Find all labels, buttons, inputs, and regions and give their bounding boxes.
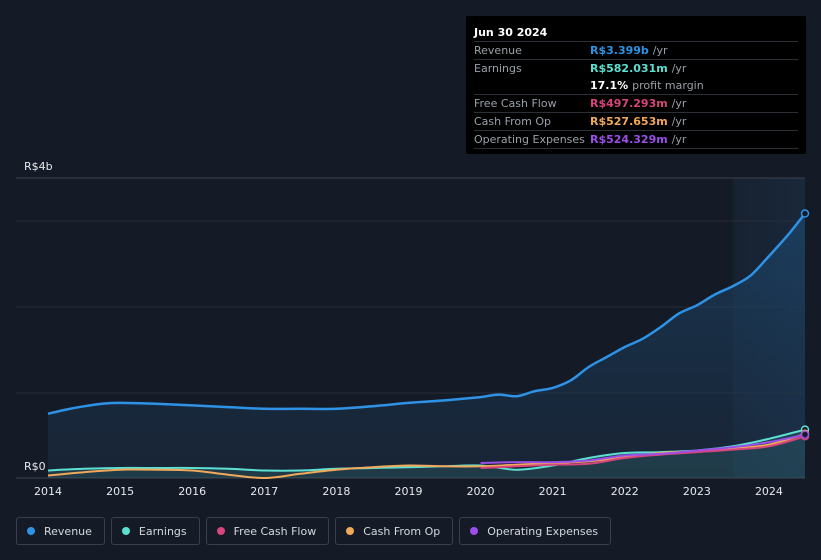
tooltip-unit: /yr <box>652 44 668 57</box>
earnings-area <box>48 429 805 478</box>
legend-label: Operating Expenses <box>487 524 599 538</box>
profit-margin-label: profit margin <box>632 79 704 92</box>
revenue-end-point <box>800 209 810 218</box>
data-tooltip: Jun 30 2024 Revenue R$3.399b /yr Earning… <box>466 16 806 154</box>
legend-item-revenue[interactable]: Revenue <box>16 517 105 545</box>
earnings-dot-icon <box>121 527 130 535</box>
tooltip-row-fcf: Free Cash Flow R$497.293m /yr <box>474 95 798 113</box>
free-cash-flow-dot-icon <box>216 527 225 535</box>
tooltip-label: Cash From Op <box>474 115 552 128</box>
legend-item-cash-from-op[interactable]: Cash From Op <box>335 517 454 545</box>
chart: R$4b R$0 2014 2015 2016 2017 2018 2019 2020 202… <box>16 160 810 498</box>
legend-item-operating-expenses[interactable]: Operating Expenses <box>459 517 612 545</box>
legend-item-earnings[interactable]: Earnings <box>110 517 200 545</box>
tooltip-value: R$527.653m <box>590 115 668 128</box>
x-tick-label: 2018 <box>322 485 350 498</box>
tooltip-label: Earnings <box>474 62 522 75</box>
series-areas <box>48 213 805 478</box>
tooltip-row-earnings: Earnings R$582.031m /yr <box>474 60 798 77</box>
legend-item-free-cash-flow[interactable]: Free Cash Flow <box>205 517 330 545</box>
revenue-dot-icon <box>27 527 35 535</box>
x-tick-label: 2015 <box>106 485 134 498</box>
tooltip-value: R$582.031m <box>590 62 668 75</box>
tooltip-row-cfo: Cash From Op R$527.653m /yr <box>474 113 798 131</box>
free-cash-flow-line <box>480 435 806 469</box>
tooltip-unit: /yr <box>671 133 687 146</box>
x-tick-label: 2024 <box>755 485 783 498</box>
x-tick-label: 2020 <box>467 485 495 498</box>
legend-label: Revenue <box>44 524 92 538</box>
tooltip-value: R$524.329m <box>590 133 668 146</box>
tooltip-row-margin: 17.1% profit margin <box>474 77 798 95</box>
profit-margin-value: 17.1% <box>590 79 629 92</box>
tooltip-label: Free Cash Flow <box>474 97 557 110</box>
tooltip-value: R$497.293m <box>590 97 668 110</box>
tooltip-unit: /yr <box>671 115 687 128</box>
y-axis-zero-label: R$0 <box>24 460 46 473</box>
revenue-line <box>47 212 806 416</box>
operating-expenses-line <box>480 433 806 464</box>
tooltip-unit: /yr <box>671 62 687 75</box>
operating-expenses-end-point <box>800 430 810 439</box>
tooltip-date: Jun 30 2024 <box>474 24 798 42</box>
tooltip-value: R$3.399b <box>590 44 649 57</box>
x-tick-label: 2016 <box>178 485 206 498</box>
gridlines <box>16 177 805 479</box>
legend-label: Earnings <box>138 524 187 538</box>
x-tick-label: 2023 <box>683 485 711 498</box>
series-lines <box>47 212 806 480</box>
x-tick-label: 2017 <box>250 485 278 498</box>
y-axis-max-label: R$4b <box>24 160 53 173</box>
tooltip-unit: /yr <box>671 97 687 110</box>
operating-expenses-dot-icon <box>470 527 479 535</box>
legend-label: Free Cash Flow <box>233 524 317 538</box>
tooltip-label: Operating Expenses <box>474 133 585 146</box>
series-end-markers <box>800 209 810 441</box>
x-tick-label: 2021 <box>539 485 567 498</box>
revenue-area <box>48 213 805 478</box>
chart-legend: Revenue Earnings Free Cash Flow Cash Fro… <box>16 517 617 545</box>
x-tick-label: 2014 <box>34 485 62 498</box>
x-tick-label: 2019 <box>394 485 422 498</box>
legend-label: Cash From Op <box>363 524 441 538</box>
tooltip-label: Revenue <box>474 44 522 57</box>
x-tick-label: 2022 <box>611 485 639 498</box>
cash-from-op-dot-icon <box>346 527 355 535</box>
tooltip-row-revenue: Revenue R$3.399b /yr <box>474 42 798 60</box>
tooltip-row-opex: Operating Expenses R$524.329m /yr <box>474 131 798 149</box>
x-axis-ticks: 2014 2015 2016 2017 2018 2019 2020 2021 2022 2023… <box>34 485 783 498</box>
